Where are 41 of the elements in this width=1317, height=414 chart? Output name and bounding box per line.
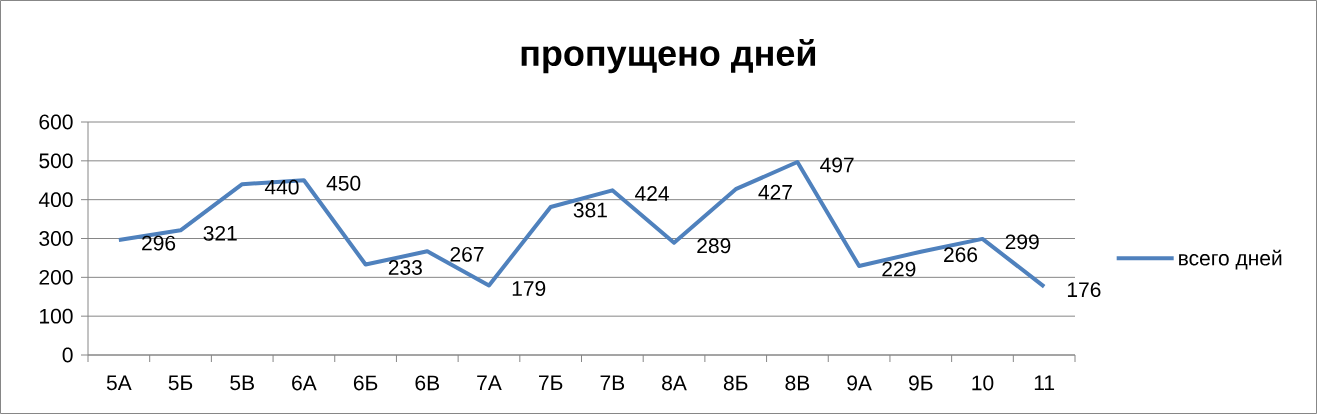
y-tick-label: 0 — [62, 347, 73, 363]
y-tick-label: 500 — [39, 153, 73, 169]
y-tick-label: 200 — [39, 269, 73, 285]
x-tick-label: 6В — [415, 375, 440, 391]
x-tick-label: 7Б — [539, 375, 563, 390]
x-tick-label: 7А — [477, 375, 502, 390]
chart-title: пропущено дней — [521, 38, 816, 74]
y-tick-label: 400 — [38, 192, 73, 208]
x-tick-label: 5В — [230, 375, 254, 391]
legend-label: всего дней — [1179, 249, 1282, 270]
x-tick-label: 6Б — [353, 375, 378, 391]
data-label: 450 — [326, 175, 361, 191]
data-label: 497 — [820, 157, 854, 173]
data-label: 179 — [512, 281, 546, 296]
x-tick-label: 9Б — [909, 375, 933, 391]
data-label: 176 — [1067, 282, 1101, 298]
data-label: 427 — [758, 184, 792, 200]
data-label: 440 — [264, 179, 299, 195]
x-tick-label: 9А — [847, 375, 872, 391]
data-label: 289 — [697, 238, 731, 254]
data-label: 296 — [142, 235, 176, 251]
data-label: 266 — [944, 247, 978, 263]
y-tick-label: 600 — [39, 114, 73, 130]
x-tick-label: 5А — [106, 375, 132, 391]
x-tick-label: 7В — [600, 375, 625, 390]
data-label: 233 — [388, 260, 422, 275]
data-label: 381 — [573, 202, 607, 218]
data-label: 229 — [882, 261, 916, 277]
data-label: 424 — [635, 186, 669, 201]
data-label: 267 — [450, 246, 484, 262]
data-label: 299 — [1005, 234, 1039, 250]
x-tick-label: 8В — [785, 375, 810, 391]
x-tick-label: 11 — [1034, 375, 1055, 390]
x-tick-label: 8Б — [723, 375, 748, 391]
x-tick-label: 5Б — [168, 375, 193, 391]
x-tick-label: 6А — [292, 375, 317, 391]
x-tick-label: 8А — [662, 375, 687, 391]
x-tick-label: 10 — [972, 375, 994, 391]
data-label: 321 — [203, 225, 237, 241]
y-tick-label: 100 — [40, 308, 73, 324]
y-tick-label: 300 — [39, 231, 73, 246]
